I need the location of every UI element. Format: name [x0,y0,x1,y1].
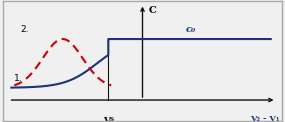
Text: V₂ - V₁: V₂ - V₁ [250,115,279,122]
Text: Vᵀ: Vᵀ [103,117,114,122]
Text: C: C [148,6,156,15]
Text: c₀: c₀ [185,25,196,34]
Text: 1.: 1. [14,74,23,83]
Text: 2.: 2. [20,25,28,34]
